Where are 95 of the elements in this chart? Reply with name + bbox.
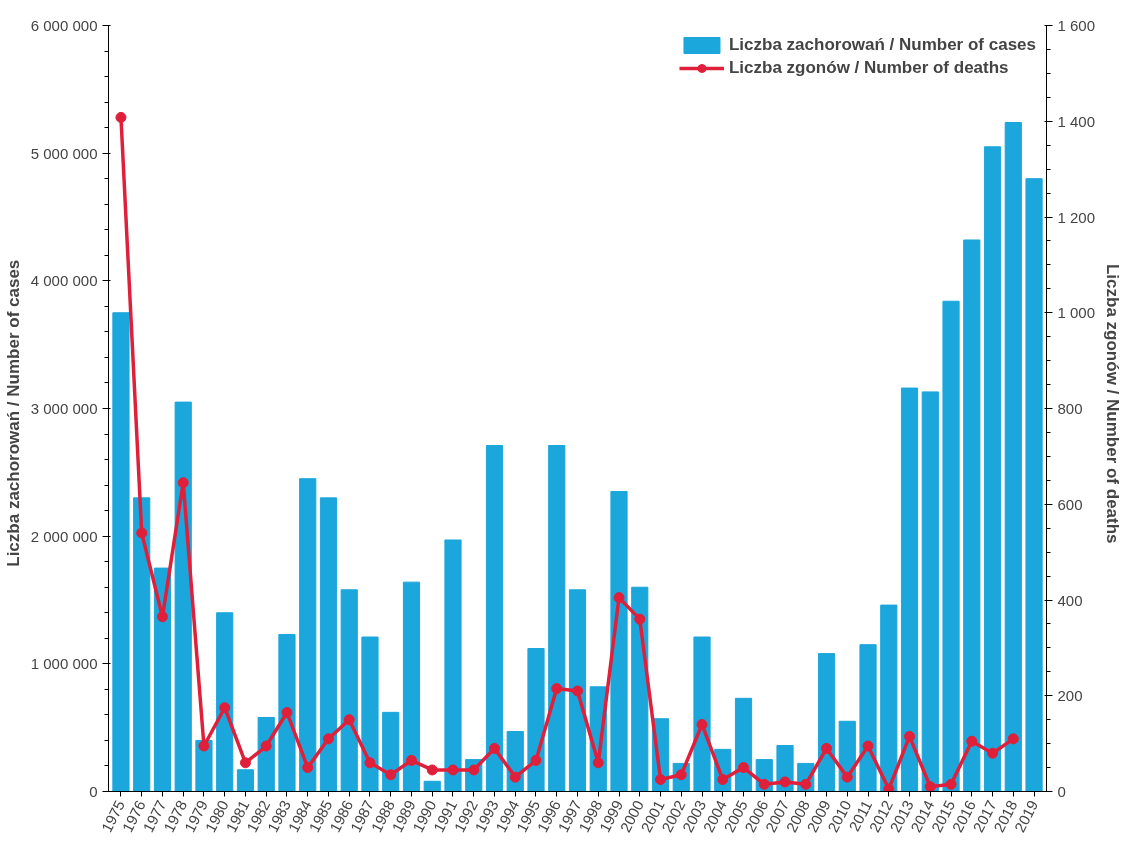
point <box>405 754 417 766</box>
bar <box>880 604 898 792</box>
bar <box>1025 178 1043 792</box>
bar <box>444 539 462 792</box>
y2-axis-title: Liczba zgonów / Number of deaths <box>1103 263 1123 544</box>
point <box>281 707 293 718</box>
bar <box>548 445 566 792</box>
bar <box>423 780 441 792</box>
bar <box>527 648 545 792</box>
y-tick-label: 0 <box>89 783 98 800</box>
point <box>717 774 729 786</box>
point <box>613 592 625 604</box>
y2-tick-label: 0 <box>1057 783 1066 800</box>
point <box>509 771 521 783</box>
y-tick-label: 6 000 000 <box>30 17 98 34</box>
point <box>447 764 459 776</box>
bar <box>216 612 234 792</box>
bar <box>817 653 836 792</box>
bar <box>361 636 379 792</box>
y-tick-label: 2 000 000 <box>30 527 98 545</box>
point <box>945 778 957 790</box>
point <box>219 702 231 714</box>
bar <box>299 478 317 792</box>
point <box>572 685 583 697</box>
y-tick-label: 5 000 000 <box>30 144 98 162</box>
y2-tick-label: 600 <box>1057 495 1083 513</box>
bar <box>319 497 338 792</box>
point <box>904 730 916 742</box>
bar <box>900 387 919 792</box>
bar <box>133 497 151 792</box>
point <box>655 774 667 786</box>
bar <box>402 581 421 792</box>
y2-tick-label: 1 200 <box>1057 208 1096 226</box>
point <box>551 683 563 695</box>
bar <box>942 300 960 792</box>
bar <box>112 312 130 792</box>
point <box>779 776 791 788</box>
point <box>115 111 127 123</box>
point <box>696 718 708 730</box>
y2-tick-label: 1 000 <box>1057 304 1096 322</box>
point <box>924 781 936 792</box>
legend-label: Liczba zachorowań / Number of cases <box>728 35 1036 55</box>
bar <box>485 445 504 792</box>
point <box>883 783 895 792</box>
y2-tick-label: 800 <box>1057 400 1083 417</box>
bar <box>734 697 753 792</box>
bar <box>340 589 358 792</box>
y2-tick-label: 400 <box>1057 591 1083 609</box>
point <box>800 778 812 790</box>
point <box>966 735 978 747</box>
point <box>136 527 148 539</box>
point <box>634 613 646 625</box>
point <box>738 762 750 774</box>
bar <box>382 711 400 792</box>
point <box>426 764 438 776</box>
point <box>322 733 334 745</box>
bar <box>236 769 255 792</box>
bar <box>859 644 877 792</box>
bar <box>631 586 649 792</box>
y2-tick-label: 1 400 <box>1057 112 1096 130</box>
point <box>239 757 251 769</box>
bar <box>983 146 1002 792</box>
point <box>592 757 604 769</box>
bar <box>921 391 939 792</box>
legend-label: Liczba zgonów / Number of deaths <box>728 58 1009 78</box>
point <box>530 754 542 766</box>
y2-tick-label: 200 <box>1057 687 1083 705</box>
bar <box>1004 122 1022 792</box>
point <box>156 611 168 623</box>
y-tick-label: 1 000 000 <box>30 655 98 673</box>
point <box>841 771 853 783</box>
bar <box>568 589 587 792</box>
bar <box>153 567 172 792</box>
point <box>821 742 833 754</box>
point <box>343 714 355 726</box>
bar <box>278 633 296 792</box>
point <box>260 740 272 752</box>
bar <box>693 636 711 792</box>
point <box>177 477 189 489</box>
point <box>364 757 376 769</box>
point <box>987 747 999 759</box>
point <box>488 742 500 754</box>
point <box>198 740 210 752</box>
bar <box>963 239 981 792</box>
bar <box>174 401 192 792</box>
bar <box>610 490 628 792</box>
y-axis-title: Liczba zachorowań / Number of cases <box>3 259 23 567</box>
y-tick-label: 4 000 000 <box>30 272 98 290</box>
point <box>1007 733 1019 745</box>
point <box>862 740 874 752</box>
point <box>385 769 397 781</box>
y-tick-label: 3 000 000 <box>30 400 98 417</box>
point <box>758 778 770 790</box>
point <box>302 762 314 774</box>
y2-tick-label: 1 600 <box>1057 17 1096 34</box>
